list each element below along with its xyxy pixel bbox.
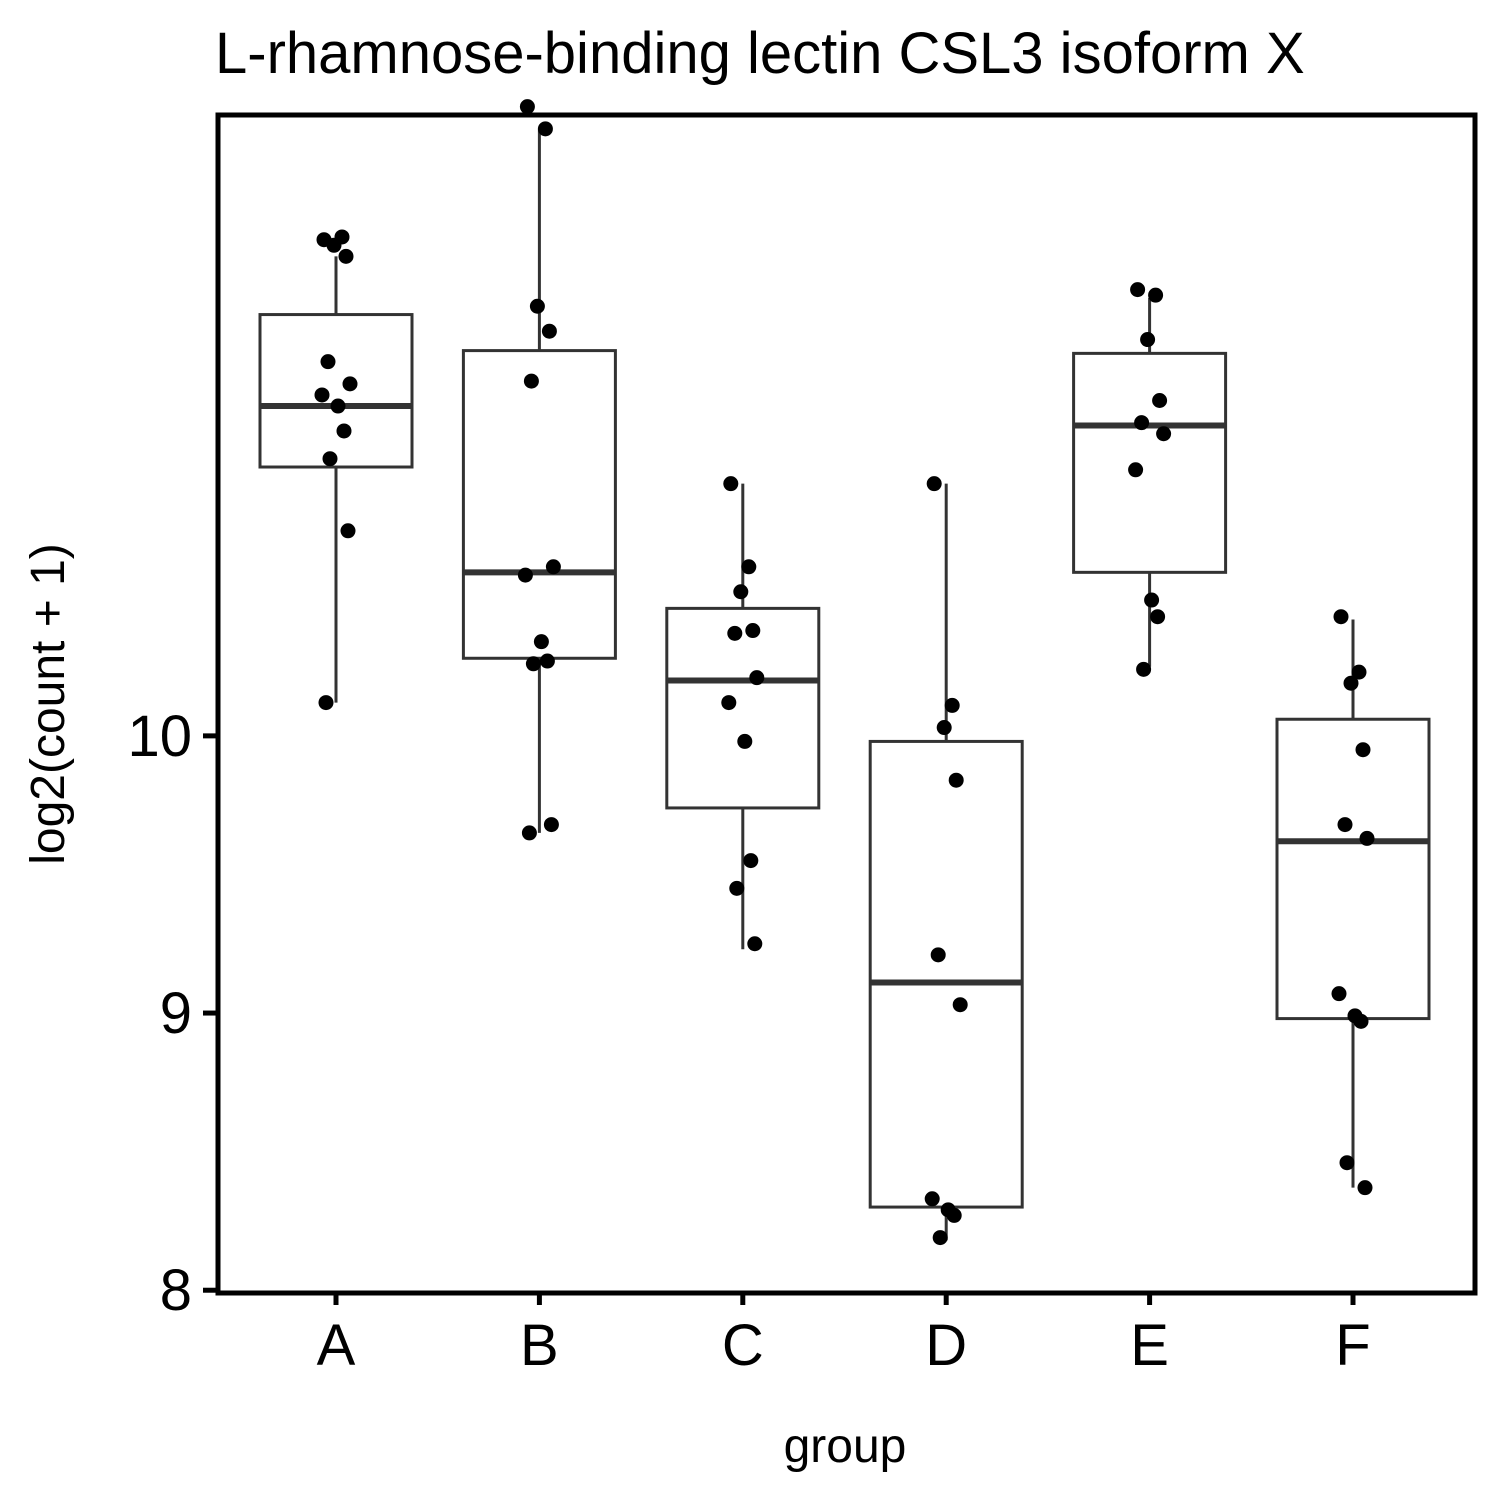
data-point-a [338,248,354,264]
data-point-b [519,99,535,115]
box-f [1275,619,1431,1188]
data-point-b [539,653,555,669]
box-b [461,128,617,833]
data-point-f [1337,817,1353,833]
box-iqr [868,739,1024,1209]
y-axis-title: log2(count + 1) [22,543,75,865]
data-point-e [1150,609,1166,625]
data-point-a [336,423,352,439]
data-point-e [1144,592,1160,608]
box-d [868,483,1024,1241]
data-point-b [533,634,549,650]
data-point-c [733,584,749,600]
data-point-a [326,237,342,253]
data-point-d [936,720,952,736]
y-tick-label: 8 [160,1258,192,1323]
data-point-e [1136,661,1152,677]
data-point-f [1331,986,1347,1002]
data-point-c [729,880,745,896]
data-point-b [523,373,539,389]
data-point-f [1359,830,1375,846]
data-point-f [1355,742,1371,758]
data-point-a [330,398,346,414]
data-point-b [521,825,537,841]
data-point-c [723,476,739,492]
data-point-d [924,1191,940,1207]
data-point-f [1343,675,1359,691]
data-point-e [1156,426,1172,442]
x-tick-label: E [1130,1313,1169,1378]
box-iqr [1275,717,1431,1021]
data-point-c [749,670,765,686]
box-iqr [258,313,414,469]
x-axis: A B C D E F [317,1293,1371,1378]
data-point-a [322,451,338,467]
data-point-d [932,1230,948,1246]
data-point-f [1357,1180,1373,1196]
data-point-c [727,625,743,641]
data-point-f [1333,609,1349,625]
data-point-b [525,656,541,672]
data-point-e [1128,462,1144,478]
chart-title: L-rhamnose-binding lectin CSL3 isoform X [215,21,1305,86]
data-point-d [948,772,964,788]
y-tick-label: 9 [160,981,192,1046]
data-point-a [314,387,330,403]
data-point-a [340,523,356,539]
x-tick-label: A [317,1313,356,1378]
data-point-d [944,697,960,713]
data-point-f [1351,664,1367,680]
data-point-e [1140,332,1156,348]
x-axis-title: group [784,1420,907,1473]
x-tick-label: F [1335,1313,1370,1378]
data-point-f [1339,1155,1355,1171]
data-point-c [743,853,759,869]
data-point-a [320,354,336,370]
data-point-b [517,567,533,583]
data-point-d [946,1207,962,1223]
data-point-b [545,559,561,575]
boxes-layer [258,128,1431,1241]
data-point-e [1148,287,1164,303]
box-iqr [1072,351,1228,574]
box-a [258,256,414,703]
data-point-e [1130,282,1146,298]
data-point-d [926,476,942,492]
data-point-d [952,997,968,1013]
box-iqr [461,349,617,660]
data-point-b [543,817,559,833]
x-tick-label: D [925,1313,967,1378]
data-point-c [741,559,757,575]
data-point-c [747,936,763,952]
data-point-e [1134,415,1150,431]
plot-frame [215,112,1478,1296]
box-iqr [665,606,821,810]
y-axis: 8 9 10 [127,704,218,1323]
x-tick-label: B [520,1313,559,1378]
box-c [665,483,821,950]
data-point-f [1353,1013,1369,1029]
data-point-b [529,298,545,314]
points-layer [314,99,1375,1246]
data-point-c [745,623,761,639]
data-point-d [930,947,946,963]
data-point-b [541,323,557,339]
data-point-b [537,121,553,137]
box-e [1072,297,1228,667]
y-tick-label: 10 [127,704,192,769]
x-tick-label: C [722,1313,764,1378]
data-point-e [1152,392,1168,408]
data-point-c [721,695,737,711]
data-point-a [318,695,334,711]
data-point-c [737,733,753,749]
data-point-a [342,376,358,392]
